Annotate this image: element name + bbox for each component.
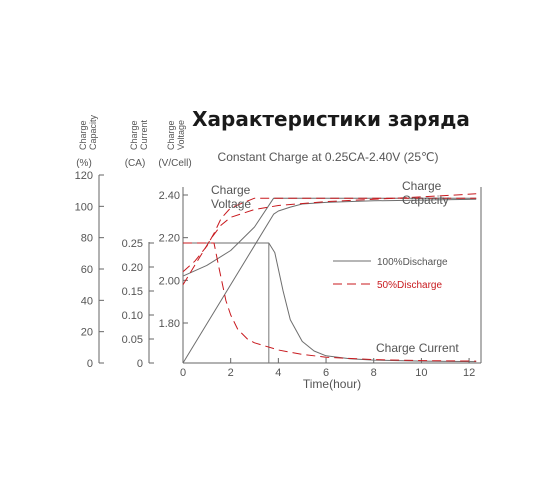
capacity-tick-label: 40 bbox=[81, 295, 93, 307]
current-tick-label: 0.20 bbox=[122, 262, 143, 274]
annotation-charge-capacity-line2: Capacity bbox=[402, 193, 449, 207]
capacity-tick-label: 100 bbox=[75, 201, 93, 213]
current-axis-label-line1: Charge bbox=[129, 120, 139, 150]
capacity-axis-label-line2: Capacity bbox=[88, 114, 98, 150]
capacity-tick-label: 80 bbox=[81, 233, 93, 245]
current-axis: Charge Current (CA) 0 0.05 0.10 0.15 0.20 0.2… bbox=[122, 119, 154, 370]
annotation-charge-current: Charge Current bbox=[376, 341, 459, 355]
current-tick-label: 0 bbox=[137, 358, 143, 370]
current-tick-label: 0.05 bbox=[122, 334, 143, 346]
series-lines bbox=[182, 193, 477, 364]
voltage-axis-label-line2: Voltage bbox=[176, 120, 186, 150]
time-tick-label: 6 bbox=[323, 367, 329, 379]
capacity-axis-label-line1: Charge bbox=[78, 120, 88, 150]
constant-current-guides bbox=[183, 242, 270, 363]
voltage-axis-label-line1: Charge bbox=[166, 120, 176, 150]
series-capacity-50-discharge bbox=[182, 193, 477, 285]
annotation-charge-voltage-line2: Voltage bbox=[211, 197, 251, 211]
capacity-tick-label: 60 bbox=[81, 264, 93, 276]
legend-label-100-discharge: 100%Discharge bbox=[377, 257, 448, 268]
voltage-tick-label: 1.80 bbox=[159, 318, 180, 330]
current-axis-label-line2: Current bbox=[139, 119, 149, 150]
current-tick-label: 0.15 bbox=[122, 286, 143, 298]
capacity-axis-unit: (%) bbox=[76, 158, 92, 169]
voltage-tick-label: 2.20 bbox=[159, 233, 180, 245]
legend-label-50-discharge: 50%Discharge bbox=[377, 280, 442, 291]
series-current-50-discharge bbox=[183, 242, 477, 362]
capacity-tick-label: 0 bbox=[87, 358, 93, 370]
time-tick-label: 12 bbox=[463, 367, 475, 379]
plot-area: 0 2 4 6 8 10 12 bbox=[180, 187, 482, 379]
capacity-tick-label: 20 bbox=[81, 327, 93, 339]
voltage-axis: Charge Voltage (V/Cell) 1.80 2.00 2.20 2.40 bbox=[158, 120, 191, 330]
time-tick-label: 10 bbox=[415, 367, 427, 379]
time-tick-label: 2 bbox=[228, 367, 234, 379]
time-tick-label: 0 bbox=[180, 367, 186, 379]
current-axis-unit: (CA) bbox=[125, 158, 146, 169]
time-tick-label: 8 bbox=[371, 367, 377, 379]
chart-subtitle: Constant Charge at 0.25CA-2.40V (25℃) bbox=[218, 150, 439, 164]
voltage-axis-unit: (V/Cell) bbox=[158, 158, 191, 169]
capacity-axis-ticks: 0 20 40 60 80 100 120 bbox=[75, 170, 104, 370]
annotation-charge-capacity-line1: Charge bbox=[402, 179, 442, 193]
voltage-tick-label: 2.00 bbox=[159, 275, 180, 287]
voltage-tick-label: 2.40 bbox=[159, 190, 180, 202]
voltage-axis-ticks: 1.80 2.00 2.20 2.40 bbox=[159, 190, 188, 330]
capacity-axis: Charge Capacity (%) 0 20 40 60 80 100 120 bbox=[75, 114, 104, 370]
current-axis-ticks: 0 0.05 0.10 0.15 0.20 0.25 bbox=[122, 238, 154, 370]
time-tick-label: 4 bbox=[275, 367, 281, 379]
current-tick-label: 0.10 bbox=[122, 310, 143, 322]
chart-title: Характеристики заряда bbox=[192, 107, 470, 131]
legend: 100%Discharge 50%Discharge bbox=[333, 257, 448, 291]
time-axis-label: Time(hour) bbox=[303, 377, 361, 391]
annotation-charge-voltage-line1: Charge bbox=[211, 183, 251, 197]
current-tick-label: 0.25 bbox=[122, 238, 143, 250]
capacity-tick-label: 120 bbox=[75, 170, 93, 182]
